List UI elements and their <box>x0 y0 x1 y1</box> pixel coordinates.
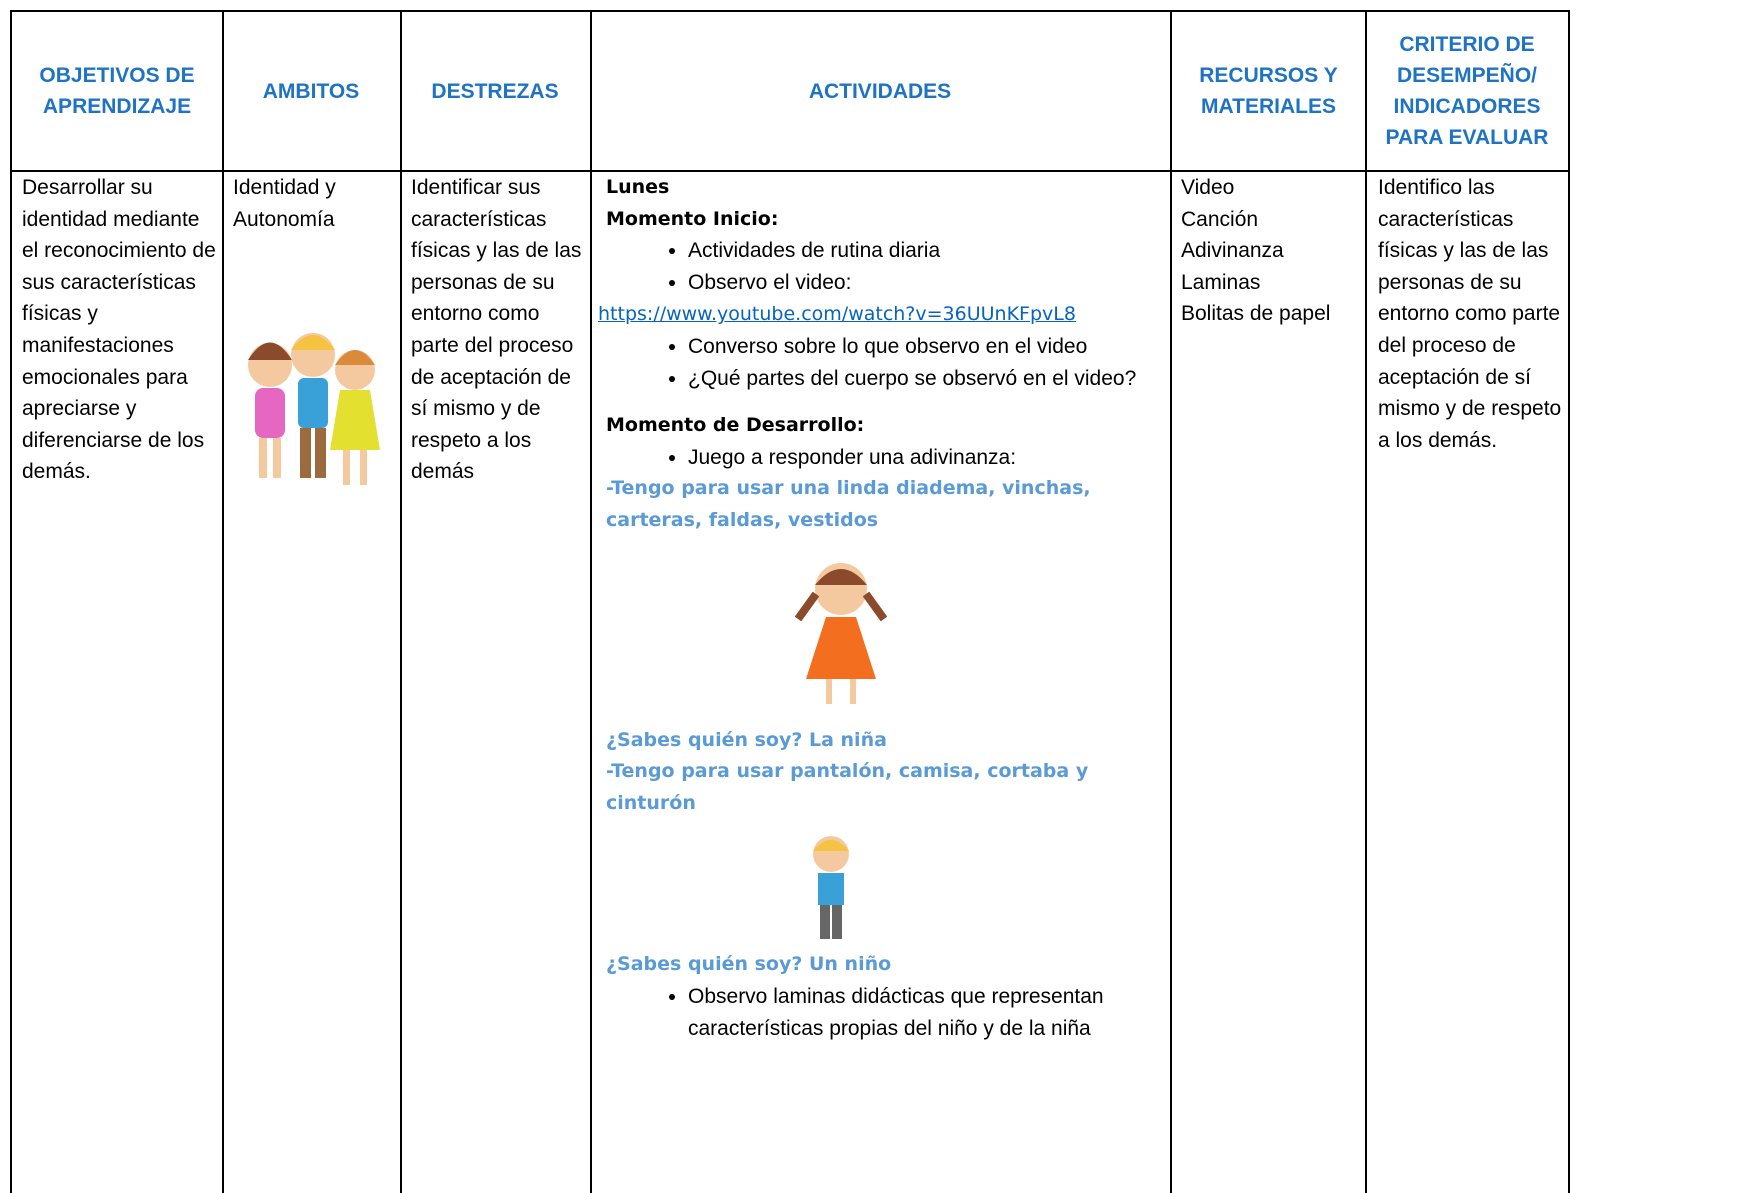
header: CRITERIO DE DESEMPEÑO/ INDICADORES PARA … <box>1385 33 1549 149</box>
bullet: Actividades de rutina diaria <box>688 235 1166 267</box>
riddle: -Tengo para usar una linda diadema, vinc… <box>606 477 1091 531</box>
rule <box>10 170 1570 172</box>
rule <box>1170 10 1172 1193</box>
rule <box>400 10 402 1193</box>
kids-illustration <box>248 333 380 485</box>
rule <box>10 10 1570 12</box>
riddle: -Tengo para usar pantalón, camisa, corta… <box>606 760 1089 814</box>
header: RECURSOS Y MATERIALES <box>1199 64 1338 118</box>
section-title: Momento Inicio: <box>606 207 779 230</box>
answer: ¿Sabes quién soy? Un niño <box>606 953 892 976</box>
boy-illustration <box>813 836 849 940</box>
criterion: Identifico las características físicas y… <box>1378 176 1562 452</box>
header: DESTREZAS <box>431 79 559 103</box>
rule <box>222 10 224 1193</box>
bullet: Juego a responder una adivinanza: <box>688 442 1166 474</box>
rule <box>10 10 12 1193</box>
girl-illustration <box>794 562 888 704</box>
rule <box>1365 10 1367 1193</box>
ambito: Identidad y Autonomía <box>233 176 336 231</box>
rule <box>1568 10 1570 1193</box>
header: OBJETIVOS DE APRENDIZAJE <box>39 64 195 118</box>
bullet: Converso sobre lo que observo en el vide… <box>688 331 1158 363</box>
day: Lunes <box>606 176 670 198</box>
answer: ¿Sabes quién soy? La niña <box>606 728 887 751</box>
section-title: Momento de Desarrollo: <box>606 414 865 437</box>
resource: Laminas <box>1181 270 1261 294</box>
bullet: Observo el video: <box>688 267 1166 299</box>
bullet: ¿Qué partes del cuerpo se observó en el … <box>688 363 1158 395</box>
objective: Desarrollar su identidad mediante el rec… <box>22 176 216 484</box>
header: ACTIVIDADES <box>808 79 952 103</box>
resource: Adivinanza <box>1181 239 1284 263</box>
rule <box>590 10 592 1193</box>
activities: Lunes Momento Inicio: Actividades de rut… <box>598 172 1166 1044</box>
video-link[interactable]: https://www.youtube.com/watch?v=36UUnKFp… <box>598 303 1076 326</box>
resource: Canción <box>1181 207 1259 231</box>
resource: Video <box>1181 176 1235 199</box>
destreza: Identificar sus características físicas … <box>411 176 582 484</box>
bullet: Observo laminas didácticas que represent… <box>688 981 1128 1044</box>
header: AMBITOS <box>262 79 360 103</box>
resource: Bolitas de papel <box>1181 302 1331 326</box>
resources: Video Canción Adivinanza Laminas Bolitas… <box>1181 172 1361 330</box>
